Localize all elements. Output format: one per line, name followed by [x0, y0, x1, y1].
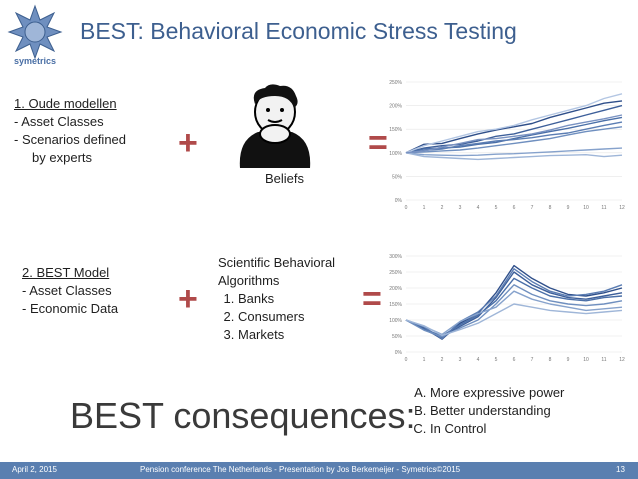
x-tick-label: 9	[567, 357, 570, 363]
footer-bar: April 2, 2015 Pension conference The Net…	[0, 462, 638, 479]
x-tick-label: 1	[423, 357, 426, 363]
old-models-heading: 1. Oude modellen	[14, 96, 117, 111]
y-tick-label: 50%	[392, 334, 403, 340]
x-tick-label: 3	[459, 205, 462, 211]
plus-operator-2: +	[178, 280, 198, 318]
footer-date: April 2, 2015	[12, 465, 57, 474]
algorithms-list: Banks Consumers Markets	[218, 290, 304, 344]
series-line	[405, 290, 623, 336]
x-tick-label: 8	[549, 205, 552, 211]
series-line	[405, 271, 623, 339]
y-tick-label: 0%	[395, 198, 403, 204]
line-chart-best-model: 0%50%100%150%200%250%300%0 1 2 3 4 5 6 7 8 9 10 11 1…	[389, 254, 625, 363]
series-line	[405, 268, 623, 340]
x-tick-label: 5	[495, 205, 498, 211]
outcome-expressive-power: More expressive power	[430, 384, 564, 402]
x-tick-label: 3	[459, 357, 462, 363]
series-line	[405, 284, 623, 338]
logo-text: symetrics	[13, 56, 57, 66]
x-tick-label: 10	[583, 357, 589, 363]
series-line	[405, 104, 623, 154]
x-tick-label: 12	[619, 205, 625, 211]
old-item-experts: by experts	[14, 150, 93, 165]
x-tick-label: 2	[441, 205, 444, 211]
x-tick-label: 2	[441, 357, 444, 363]
beliefs-label: Beliefs	[265, 171, 305, 186]
y-tick-label: 0%	[395, 350, 403, 356]
x-tick-label: 6	[513, 205, 516, 211]
series-line	[405, 147, 623, 157]
best-model-heading: 2. BEST Model	[22, 265, 110, 280]
line-chart-old-models: 0%50%100%150%200%250%0 1 2 3 4 5 6 7 8 9 10 11 12	[389, 80, 625, 211]
y-tick-label: 250%	[389, 80, 402, 86]
y-tick-label: 50%	[392, 174, 403, 180]
series-line	[405, 114, 623, 154]
algorithm-banks: Banks	[238, 290, 304, 308]
series-line	[405, 303, 623, 337]
series-line	[405, 126, 623, 154]
x-tick-label: 9	[567, 205, 570, 211]
series-line	[405, 116, 623, 154]
series-line	[405, 100, 623, 154]
x-tick-label: 0	[405, 357, 408, 363]
y-tick-label: 300%	[389, 254, 402, 260]
x-tick-label: 12	[619, 357, 625, 363]
y-tick-label: 100%	[389, 151, 402, 157]
x-tick-label: 10	[583, 205, 589, 211]
plus-operator-1: +	[178, 124, 198, 162]
series-line	[405, 152, 623, 161]
outcome-control: In Control	[430, 420, 564, 438]
x-tick-label: 8	[549, 357, 552, 363]
outcome-understanding: Better understanding	[430, 402, 564, 420]
best-item-economic-data: - Economic Data	[22, 301, 119, 316]
thinking-man-icon	[239, 84, 311, 168]
algorithms-heading-line1: Scientific Behavioral	[218, 255, 336, 270]
series-line	[405, 264, 623, 340]
best-item-asset-classes: - Asset Classes	[22, 283, 112, 298]
x-tick-label: 11	[601, 357, 606, 363]
consequences-heading: BEST consequences:	[70, 395, 416, 436]
equals-operator-2: =	[362, 280, 382, 318]
y-tick-label: 150%	[389, 302, 402, 308]
symetrics-logo-icon	[7, 4, 63, 60]
x-tick-label: 5	[495, 357, 498, 363]
series-line	[405, 277, 623, 337]
x-tick-label: 11	[601, 205, 606, 211]
footer-center-text: Pension conference The Netherlands - Pre…	[140, 465, 461, 474]
x-tick-label: 1	[423, 205, 426, 211]
old-item-scenarios: - Scenarios defined	[14, 132, 127, 147]
y-tick-label: 200%	[389, 104, 402, 110]
x-tick-label: 7	[531, 205, 534, 211]
slide-title: BEST: Behavioral Economic Stress Testing	[80, 18, 517, 44]
outcomes-list: More expressive power Better understandi…	[408, 384, 564, 438]
x-tick-label: 4	[477, 205, 480, 211]
x-tick-label: 7	[531, 357, 534, 363]
x-tick-label: 0	[405, 205, 408, 211]
x-tick-label: 4	[477, 357, 480, 363]
algorithms-heading-line2: Algorithms	[218, 273, 280, 288]
algorithm-markets: Markets	[238, 326, 304, 344]
equals-operator-1: =	[368, 124, 388, 162]
y-tick-label: 100%	[389, 318, 402, 324]
footer-page-number: 13	[616, 465, 625, 474]
y-tick-label: 150%	[389, 127, 402, 133]
old-item-asset-classes: - Asset Classes	[14, 114, 104, 129]
series-line	[405, 93, 623, 154]
algorithm-consumers: Consumers	[238, 308, 304, 326]
x-tick-label: 6	[513, 357, 516, 363]
series-line	[405, 121, 623, 154]
y-tick-label: 250%	[389, 270, 402, 276]
y-tick-label: 200%	[389, 286, 402, 292]
